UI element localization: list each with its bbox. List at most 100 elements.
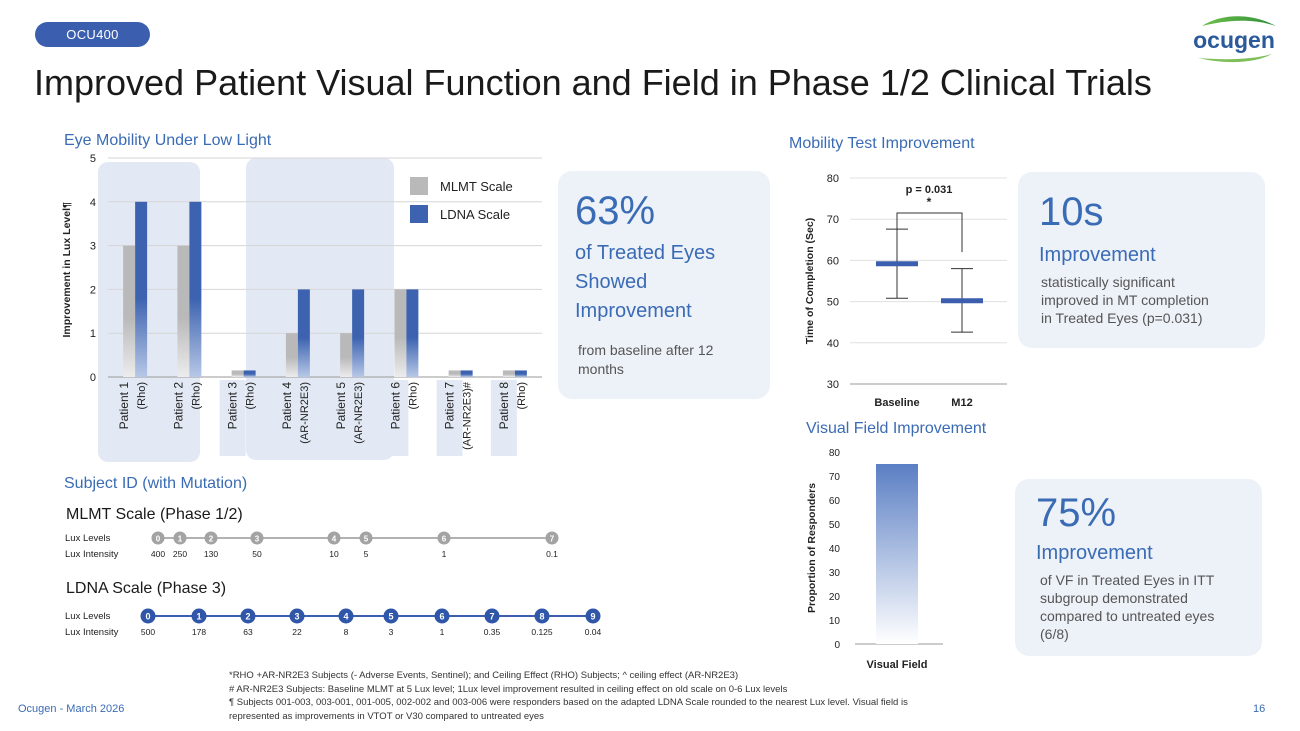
bar-mlmt-7 <box>448 370 461 377</box>
footnote-line-3: ¶ Subjects 001-003, 003-001, 001-005, 00… <box>229 697 908 708</box>
stat-75-note-line1: of VF in Treated Eyes in ITT <box>1040 572 1215 588</box>
lux-intensity-label: Lux Intensity <box>65 627 119 638</box>
y-tick-label: 70 <box>829 472 841 483</box>
scale-level-dot <box>173 531 187 545</box>
visual-field-chart: 0 10 20 30 40 50 60 70 80 Proportion of Responder… <box>806 448 943 671</box>
bar-ldna-5 <box>352 289 365 377</box>
scale-level-dot <box>484 608 500 624</box>
scale-level-number: 8 <box>539 612 544 622</box>
scale-intensity-value: 1 <box>442 549 447 559</box>
scale-intensity-value: 63 <box>243 627 253 637</box>
scale-intensity-value: 8 <box>344 627 349 637</box>
y-tick-label: 50 <box>827 297 839 309</box>
lux-levels-label: Lux Levels <box>65 533 111 544</box>
y-tick-label: 60 <box>829 496 841 507</box>
y-tick-label: 80 <box>829 448 841 459</box>
y-tick-label: 10 <box>829 616 841 627</box>
stat-10s-value: 10s <box>1039 190 1104 234</box>
x-category-mutation: (AR-NR2E3) <box>299 382 311 444</box>
y-tick-label: 30 <box>829 568 841 579</box>
subject-id-title: Subject ID (with Mutation) <box>64 475 248 492</box>
scale-level-dot <box>140 608 156 624</box>
mobility-test-chart: 30 40 50 60 70 80 Time of Completion (Sec) Base… <box>804 173 1007 409</box>
visual-field-title: Visual Field Improvement <box>806 420 987 437</box>
x-category-label: Patient 1 <box>117 382 131 430</box>
stat-10s-label: Improvement <box>1039 244 1156 266</box>
mlmt-scale-title: MLMT Scale (Phase 1/2) <box>66 506 243 523</box>
bar-mlmt-8 <box>502 370 515 377</box>
y-tick-label: 5 <box>90 153 96 165</box>
scale-level-number: 9 <box>590 612 595 622</box>
category-label-bg <box>328 380 355 456</box>
bar-mlmt-6 <box>394 289 407 377</box>
logo-swoosh-icon: ocugen <box>1193 16 1276 63</box>
stat-card-10s: 10s Improvement statistically significan… <box>1018 172 1265 348</box>
stat-75-label: Improvement <box>1036 542 1153 564</box>
scale-level-number: 5 <box>364 535 369 544</box>
scale-level-number: 4 <box>343 612 348 622</box>
eye-mobility-title: Eye Mobility Under Low Light <box>64 132 272 149</box>
stat-63-note-line1: from baseline after 12 <box>578 342 714 358</box>
y-tick-label: 0 <box>834 640 840 651</box>
scale-level-number: 0 <box>156 535 161 544</box>
x-category-label: Patient 5 <box>334 382 348 430</box>
footnotes: *RHO +AR-NR2E3 Subjects (- Adverse Event… <box>229 669 1029 723</box>
scale-level-dot <box>437 531 451 545</box>
scale-intensity-value: 0.125 <box>531 627 553 637</box>
category-label-bg <box>490 380 517 456</box>
scale-level-number: 2 <box>245 612 250 622</box>
legend-ldna-swatch <box>410 205 428 223</box>
category-label-bg <box>382 380 409 456</box>
scale-intensity-value: 250 <box>173 549 187 559</box>
scale-level-number: 4 <box>332 535 337 544</box>
x-category-mutation: (Rho) <box>190 382 202 410</box>
p-value-annotation: p = 0.031 <box>906 184 953 196</box>
legend-mlmt-swatch <box>410 177 428 195</box>
bar-ldna-3 <box>243 370 256 377</box>
scale-level-dot <box>585 608 601 624</box>
bar-mlmt-4 <box>285 333 298 377</box>
footnote-line-2: # AR-NR2E3 Subjects: Baseline MLMT at 5 … <box>229 683 788 695</box>
footnote-line-1: *RHO +AR-NR2E3 Subjects (- Adverse Event… <box>229 670 739 681</box>
mlmt-scale-diagram: Lux Levels Lux Intensity 0 400 1 250 2 130 3 50 4 1… <box>65 531 559 560</box>
bar-ldna-1 <box>135 201 148 377</box>
y-tick-label: 40 <box>827 338 839 350</box>
scale-level-number: 7 <box>489 612 494 622</box>
scale-level-dot <box>545 531 559 545</box>
scale-intensity-value: 0.35 <box>484 627 501 637</box>
y-axis-title: Proportion of Responders <box>806 483 818 613</box>
group-highlight-2 <box>246 158 394 460</box>
bar-ldna-4 <box>297 289 310 377</box>
scale-level-dot <box>204 531 218 545</box>
program-tag: OCU400 <box>35 22 150 47</box>
page-title: Improved Patient Visual Function and Fie… <box>34 62 1152 103</box>
scale-intensity-value: 22 <box>292 627 302 637</box>
scale-level-number: 1 <box>178 535 183 544</box>
scale-level-dot <box>289 608 305 624</box>
x-category-mutation: (Rho) <box>245 382 257 410</box>
x-category-mutation: (Rho) <box>407 382 419 410</box>
scale-level-dot <box>327 531 341 545</box>
lux-level-chart: 0 1 2 3 4 5 Improvement in Lux Level¶ Patient … <box>61 153 542 462</box>
x-category-label: Patient 3 <box>226 382 240 430</box>
scale-level-dot <box>151 531 165 545</box>
scale-intensity-value: 178 <box>192 627 206 637</box>
stat-63-line1: of Treated Eyes <box>575 242 716 264</box>
scale-level-number: 6 <box>439 612 444 622</box>
stat-10s-note-line2: improved in MT completion <box>1041 292 1209 308</box>
scale-intensity-value: 5 <box>364 549 369 559</box>
stat-75-note-line2: subgroup demonstrated <box>1040 590 1188 606</box>
y-tick-label: 80 <box>827 173 839 185</box>
bar-ldna-8 <box>514 370 527 377</box>
x-category-label: M12 <box>951 397 972 409</box>
scale-intensity-value: 130 <box>204 549 218 559</box>
scale-level-number: 3 <box>294 612 299 622</box>
scale-level-number: 6 <box>442 535 447 544</box>
lux-levels-label: Lux Levels <box>65 611 111 622</box>
stat-card-63: 63% of Treated Eyes Showed Improvement f… <box>558 171 770 399</box>
stat-63-note-line2: months <box>578 361 624 377</box>
scale-level-dot <box>383 608 399 624</box>
lux-intensity-label: Lux Intensity <box>65 549 119 560</box>
scale-intensity-value: 0.1 <box>546 549 558 559</box>
